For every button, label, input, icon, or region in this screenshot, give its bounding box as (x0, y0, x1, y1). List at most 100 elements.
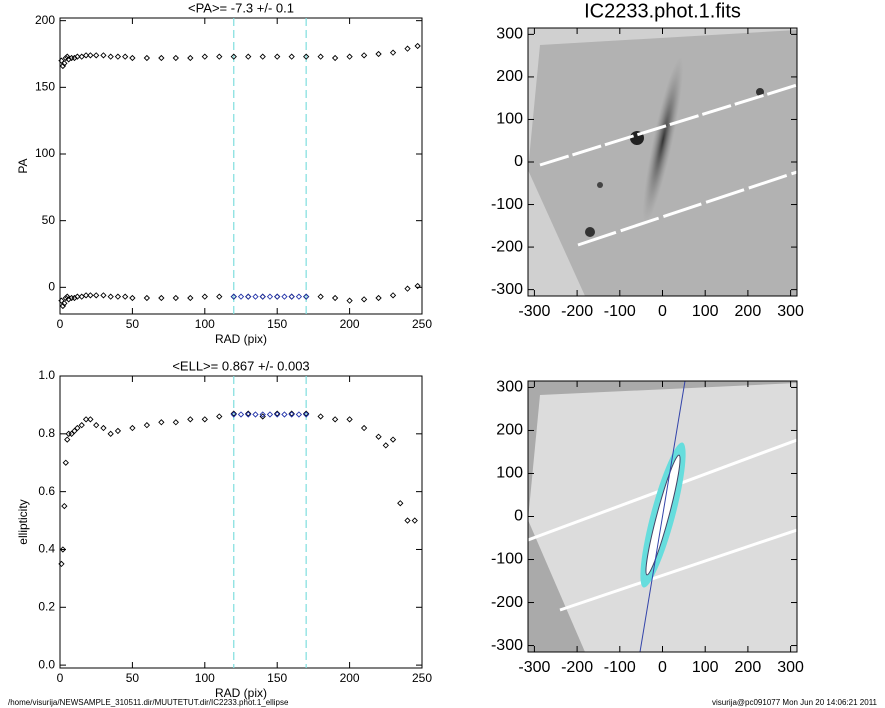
x-tick-label: 150 (267, 317, 287, 331)
data-point (74, 53, 81, 60)
data-point (59, 62, 67, 70)
data-point (266, 411, 274, 418)
data-point (281, 293, 288, 300)
data-point (274, 293, 281, 300)
x-tick-label: 50 (126, 671, 140, 685)
y-tick-label: 0.2 (38, 599, 55, 613)
data-point (78, 53, 85, 60)
data-point (295, 411, 303, 418)
data-point (87, 52, 94, 59)
data-point (389, 436, 397, 443)
data-point (288, 293, 295, 300)
data-point (288, 410, 295, 417)
y-tick-label: 0.8 (38, 426, 55, 440)
x-tick-label: 0 (658, 659, 667, 676)
x-tick-label: 200 (735, 659, 762, 676)
data-point (346, 297, 353, 304)
data-point (331, 54, 339, 62)
data-point (172, 294, 179, 302)
y-tick-label: 300 (496, 379, 523, 396)
data-point (274, 293, 281, 300)
y-tick-label: 0.4 (38, 542, 55, 556)
data-point (317, 413, 324, 420)
data-point (404, 517, 411, 524)
data-point (288, 411, 295, 418)
data-point (71, 294, 78, 302)
data-point (360, 296, 368, 303)
y-tick-label: 150 (35, 80, 55, 94)
data-point (82, 416, 90, 423)
data-point (172, 419, 179, 426)
y-tick-label: -300 (491, 637, 523, 654)
y-tick-label: -300 (491, 281, 523, 298)
x-tick-label: -200 (561, 659, 593, 676)
data-point (129, 294, 136, 302)
data-point (346, 53, 353, 60)
data-point (281, 411, 288, 418)
image-panel (528, 28, 797, 296)
x-tick-label: 100 (692, 303, 719, 320)
data-point (295, 293, 303, 300)
data-point (172, 54, 179, 62)
x-tick-label: -300 (518, 303, 550, 320)
y-tick-label: 200 (496, 68, 523, 85)
y-tick-label: 200 (35, 13, 55, 27)
data-point (245, 293, 252, 300)
data-point (252, 293, 259, 300)
x-tick-label: 200 (735, 303, 762, 320)
data-point (122, 53, 129, 60)
data-point (62, 459, 69, 466)
data-point (216, 53, 223, 60)
footer-right: visurija@pc091077 Mon Jun 20 14:06:21 20… (712, 698, 878, 707)
data-point (59, 302, 67, 310)
data-point (230, 53, 237, 60)
data-point (404, 285, 411, 292)
x-tick-label: 0 (57, 671, 64, 685)
data-point (187, 294, 194, 302)
data-point (64, 436, 71, 443)
data-point (158, 419, 165, 426)
data-point (259, 53, 266, 60)
data-point (397, 500, 404, 507)
data-point (143, 294, 151, 302)
data-point (259, 293, 266, 300)
x-tick-label: 200 (340, 317, 360, 331)
data-point (158, 294, 165, 302)
data-point (114, 293, 122, 300)
data-point (58, 560, 65, 568)
data-point (331, 294, 339, 302)
data-point (230, 410, 237, 417)
data-point (411, 517, 418, 524)
chart-title: <ELL>= 0.867 +/- 0.003 (172, 358, 309, 373)
data-point (93, 292, 100, 299)
y-axis-label: ellipticity (16, 499, 30, 544)
data-point (65, 430, 72, 437)
data-point (78, 422, 85, 429)
data-point (274, 53, 281, 60)
data-point (266, 293, 274, 300)
y-tick-label: 100 (496, 111, 523, 128)
data-point (82, 52, 90, 59)
x-tick-label: 150 (267, 671, 287, 685)
data-point (107, 53, 114, 60)
y-tick-label: -200 (491, 594, 523, 611)
x-tick-label: 0 (658, 303, 667, 320)
x-tick-label: 250 (412, 317, 432, 331)
data-point (389, 49, 397, 56)
data-point (303, 53, 310, 60)
data-point (303, 411, 310, 418)
data-point (230, 293, 237, 300)
data-point (259, 411, 266, 418)
data-point (237, 411, 245, 418)
data-point (129, 424, 136, 432)
data-point (71, 54, 78, 62)
data-point (245, 53, 252, 60)
y-tick-label: 200 (496, 422, 523, 439)
data-point (414, 42, 421, 50)
data-point (331, 416, 339, 423)
y-tick-label: 1.0 (38, 368, 55, 382)
data-point (216, 293, 223, 300)
data-point (404, 45, 411, 52)
y-tick-label: -100 (491, 551, 523, 568)
